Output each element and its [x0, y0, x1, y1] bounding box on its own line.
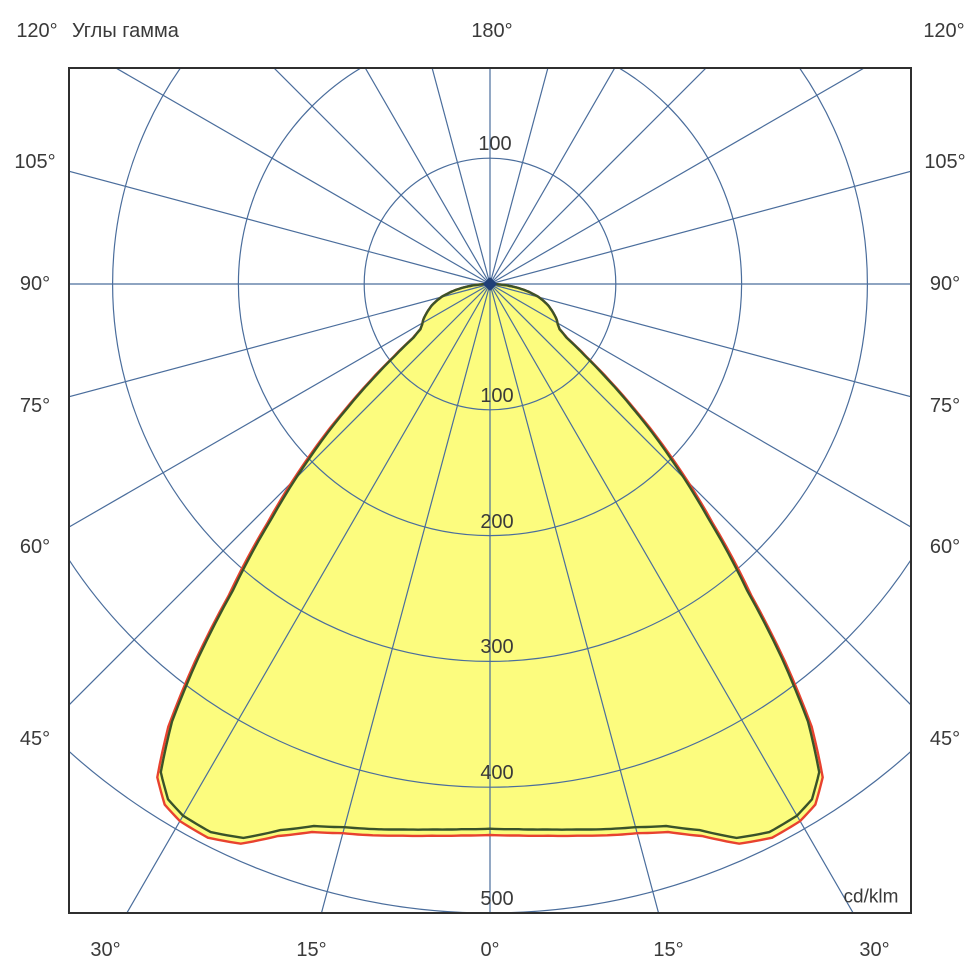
gamma-label-bottom: 15°: [653, 939, 684, 961]
gamma-label-left: 105°: [14, 151, 56, 174]
radial-tick-label: 100: [480, 384, 514, 407]
diagram-title: Углы гамма: [72, 20, 179, 42]
gamma-label-left: 45°: [19, 728, 51, 750]
gamma-label-right: 60°: [929, 535, 961, 558]
corner-angle-label-top-left: 120°: [16, 20, 58, 42]
gamma-label-bottom: 30°: [90, 939, 121, 961]
gamma-label-right: 75°: [929, 394, 961, 417]
gamma-label-left: 60°: [19, 535, 51, 558]
radial-tick-label: 100: [478, 133, 512, 156]
radial-tick-label: 500: [480, 888, 514, 910]
gamma-label-right: 90°: [929, 273, 961, 295]
gamma-label-right: 45°: [929, 728, 961, 750]
corner-angle-label-top-right: 120°: [923, 20, 965, 42]
gamma-label-right: 105°: [924, 151, 966, 174]
top-center-angle-label: 180°: [471, 20, 513, 42]
radial-tick-label: 300: [480, 636, 514, 659]
unit-label: cd/klm: [843, 886, 899, 908]
gamma-label-bottom: 0°: [480, 939, 500, 961]
radial-tick-label: 400: [480, 762, 514, 785]
gamma-label-bottom: 15°: [296, 939, 327, 961]
gamma-label-left: 75°: [19, 394, 51, 417]
gamma-label-left: 90°: [19, 273, 51, 295]
radial-tick-label: 200: [480, 510, 514, 533]
gamma-label-bottom: 30°: [859, 939, 890, 961]
